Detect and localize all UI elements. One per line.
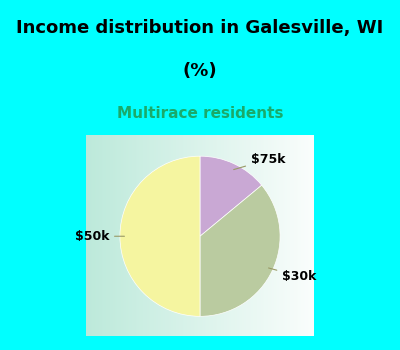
Wedge shape (120, 156, 200, 316)
Text: (%): (%) (183, 62, 217, 80)
Wedge shape (200, 185, 280, 316)
Text: Income distribution in Galesville, WI: Income distribution in Galesville, WI (16, 19, 384, 37)
Text: $30k: $30k (268, 268, 317, 283)
Text: $50k: $50k (74, 230, 124, 243)
Wedge shape (200, 156, 262, 236)
Text: $75k: $75k (234, 153, 286, 170)
Text: Multirace residents: Multirace residents (117, 106, 283, 121)
